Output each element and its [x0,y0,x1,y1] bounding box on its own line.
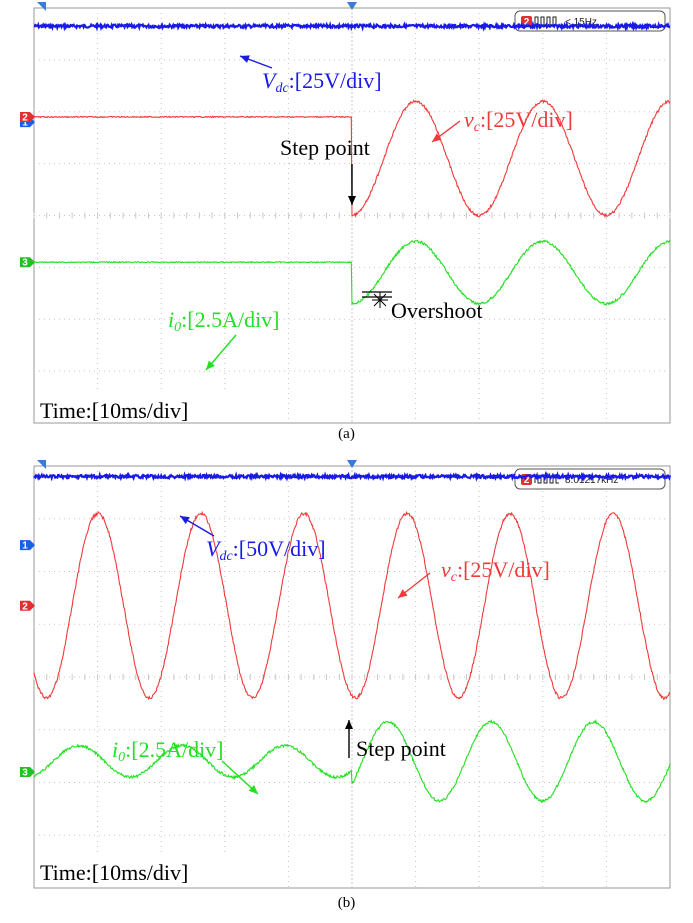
channel-marker-2 [20,600,35,611]
channel-marker-3 [20,766,35,777]
time-label-bg-b [35,852,233,887]
label-vdc: Vdc:[25V/div] [262,68,382,96]
caption-b: (b) [337,895,356,911]
label-i0: i0:[2.5A/div] [112,737,224,765]
arrow-vc-head [398,589,408,598]
label-scale: :[25V/div] [289,68,382,93]
label-vc: vc:[25V/div] [464,107,573,135]
label-subscript: dc [219,549,233,564]
caption-a: (a) [338,426,355,442]
channel-marker-2 [20,111,35,122]
channel-marker-label: 2 [22,601,28,612]
label-scale: :[25V/div] [457,557,550,582]
trigger-readout: < 15Hz [565,17,597,28]
step-point-label-a: Step point [280,135,370,160]
trace-channel-2 [33,99,671,219]
oscilloscope-plot-a: 2 < 15Hz123Vdc:[25V/div]vc:[25V/div]i0:[2… [20,2,671,424]
channel-marker-label: 1 [22,118,28,129]
label-scale: :[2.5A/div] [181,307,279,332]
label-subscript: dc [275,81,289,96]
arrow-vc-head [432,133,442,142]
arrow-i0-head [206,360,215,370]
panel-a: 2 < 15Hz 1 2 3 Vdc:[25V/div] vc:[25V/div] i0:[2… [0,0,693,425]
trace-channel-3 [33,718,671,804]
label-symbol: V [262,68,278,93]
label-symbol: i [168,307,174,332]
arrow-vdc-head [180,516,190,525]
trace-channel-1 [33,20,671,32]
trace-channel-3 [33,239,671,306]
time-label-b: Time:[10ms/div] [40,860,188,885]
trigger-position-marker [347,2,357,10]
label-vdc: Vdc:[50V/div] [206,536,326,564]
panel-b: 2 8.01217kHz 1 2 3 Vdc:[50V/div] vc:[25V/div] i… [0,458,693,890]
label-i0: i0:[2.5A/div] [168,307,280,335]
channel-marker-label: 1 [22,541,28,552]
arrow-step-b-head [345,720,353,729]
label-subscript: 0 [174,320,181,335]
label-subscript: c [474,120,481,135]
step-point-label-b: Step point [356,736,446,761]
channel-marker-1 [20,540,35,551]
label-symbol: i [112,737,118,762]
time-label-bg-a [35,393,233,422]
channel-marker-label: 3 [22,767,28,778]
arrow-i0-head [248,784,258,794]
label-scale: :[2.5A/div] [125,737,223,762]
trace-channel-2 [33,510,671,701]
overshoot-star [373,293,387,307]
label-symbol: v [441,557,451,582]
label-symbol: v [464,107,474,132]
arrow-step-a-head [348,196,356,205]
trigger-position-marker [347,460,357,468]
label-scale: :[25V/div] [480,107,573,132]
label-subscript: c [451,570,458,585]
label-scale: :[50V/div] [233,536,326,561]
time-offset-marker [37,2,46,11]
trigger-channel-number: 2 [524,17,530,28]
label-symbol: V [206,536,222,561]
time-label-a: Time:[10ms/div] [40,398,188,423]
oscilloscope-plot-b: 2 8.01217kHz123Vdc:[50V/div]vc:[25V/div]i… [20,460,672,889]
channel-marker-label: 2 [22,112,28,123]
time-offset-marker [37,460,46,469]
label-subscript: 0 [118,750,125,765]
label-vc: vc:[25V/div] [441,557,550,585]
grid [33,8,671,423]
arrow-vdc-head [240,55,250,63]
channel-marker-label: 3 [22,258,28,269]
channel-marker-3 [20,257,35,268]
trigger-channel-number: 2 [524,475,530,486]
overshoot-label: Overshoot [391,298,483,323]
trace-channel-1 [33,470,672,483]
